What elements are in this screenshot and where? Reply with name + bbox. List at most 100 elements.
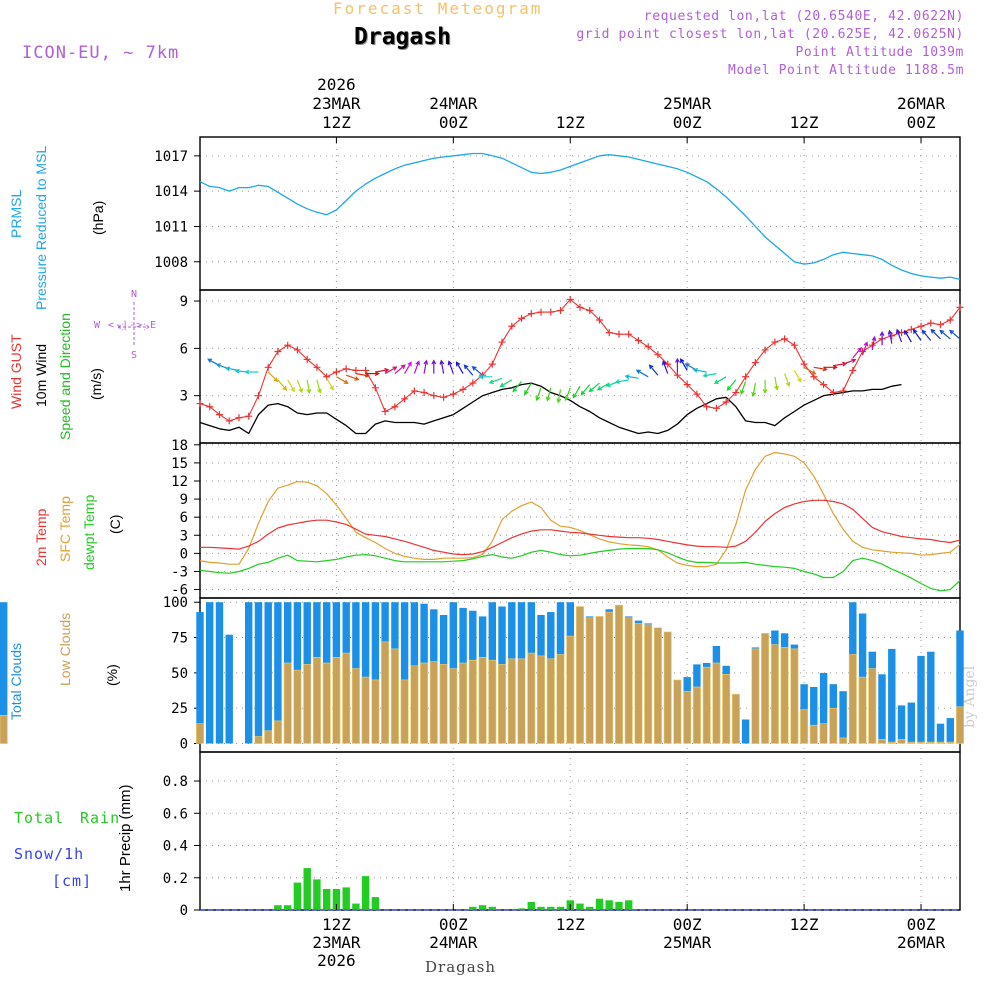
wind-direction-arrow: [423, 359, 429, 374]
wind-direction-arrow: [488, 377, 503, 384]
gust-marker: [371, 384, 379, 392]
low-cloud-bar: [488, 659, 497, 744]
total-cloud-bar: [956, 630, 964, 744]
wind-direction-arrow: [524, 382, 532, 396]
temp2m-line: [200, 499, 961, 556]
low-cloud-bar: [371, 679, 380, 744]
low-cloud-bar: [800, 709, 809, 744]
gust-marker: [937, 321, 945, 329]
temp-ytick-label-2: 0: [180, 546, 188, 562]
wind-direction-arrow: [614, 379, 629, 384]
gust-marker: [518, 314, 526, 322]
low-cloud-bar: [868, 668, 877, 744]
low-cloud-bar: [497, 664, 506, 744]
gust-marker: [790, 341, 798, 349]
wind-direction-arrow: [439, 359, 445, 374]
dewpt-line: [199, 547, 961, 592]
wind-direction-arrow: [564, 387, 571, 402]
wind-direction-arrow: [879, 330, 885, 346]
low-cloud-bar: [410, 665, 419, 744]
gust-marker: [644, 343, 652, 351]
low-cloud-bar: [312, 656, 321, 744]
gust-marker: [206, 403, 214, 411]
total-cloud-bar: [810, 687, 818, 744]
wind-direction-arrow: [740, 381, 747, 395]
wind-direction-arrow: [306, 379, 312, 394]
low-cloud-bar: [770, 644, 779, 744]
low-cloud-bar: [683, 690, 692, 744]
bottom-time-label-4-0: 12Z: [790, 915, 819, 934]
compass-north: N: [131, 289, 138, 300]
bottom-time-label-0-0: 12Z: [322, 915, 351, 934]
top-time-label-3-1: 25MAR: [663, 94, 712, 113]
wind-direction-arrow: [784, 373, 791, 387]
wind-direction-arrow: [862, 341, 869, 355]
wind-direction-arrow: [939, 329, 951, 340]
low-cloud-bar: [293, 669, 302, 744]
gust-marker: [225, 417, 233, 425]
rain-bar: [547, 906, 555, 910]
wind-speed-line: [199, 382, 902, 435]
rain-bar: [342, 887, 350, 910]
wind-direction-arrow: [478, 374, 493, 380]
low-cloud-bar: [303, 664, 312, 744]
clouds-ytick-label-4: 100: [163, 595, 188, 611]
total-cloud-bar: [196, 612, 204, 744]
gust-marker: [430, 392, 438, 400]
wind-gust-line: [199, 298, 961, 422]
gust-marker: [381, 407, 389, 415]
low-cloud-bar: [614, 604, 623, 744]
low-cloud-bar: [322, 662, 331, 744]
bottom-time-label-3-0: 00Z: [673, 915, 702, 934]
gust-marker: [245, 412, 253, 420]
rain-bar: [284, 905, 292, 910]
wind-direction-arrow: [471, 365, 483, 376]
gust-marker: [898, 329, 906, 337]
wind-ytick-label-1: 6: [180, 341, 188, 357]
wind-direction-arrow: [588, 382, 600, 393]
gust-marker: [917, 322, 925, 330]
rain-bar: [371, 897, 380, 910]
gust-marker: [712, 404, 720, 412]
wind-direction-arrow: [404, 361, 412, 374]
gust-marker: [527, 310, 535, 318]
wind-direction-arrow: [375, 367, 390, 373]
wind-direction-arrow: [345, 374, 360, 381]
gust-marker: [839, 387, 847, 395]
bottom-time-label-1-1: 24MAR: [429, 933, 478, 952]
wind-direction-arrow: [535, 387, 542, 402]
bottom-time-label-5-1: 26MAR: [897, 933, 946, 952]
gust-marker: [810, 373, 818, 381]
low-cloud-bar: [644, 624, 653, 744]
bottom-time-label-0-1: 23MAR: [312, 933, 361, 952]
low-cloud-bar: [790, 648, 799, 744]
requested-coords: requested lon,lat (20.6540E, 42.0622N): [643, 9, 964, 24]
low-cloud-bar: [653, 627, 662, 744]
total-cloud-bar: [897, 705, 906, 744]
gust-marker: [605, 329, 613, 337]
compass-south: S: [131, 350, 138, 361]
gust-marker: [742, 373, 750, 381]
low-cloud-bar: [936, 741, 945, 744]
total-cloud-bar: [0, 602, 8, 744]
meteogram-subtitle: Forecast Meteogram: [333, 0, 543, 18]
gust-marker: [722, 398, 730, 406]
pressure-ytick-label-2: 1014: [154, 184, 188, 200]
low-cloud-bar: [0, 714, 8, 744]
rain-bar: [537, 906, 545, 910]
low-cloud-bar: [829, 707, 838, 744]
gust-marker: [595, 316, 603, 324]
bottom-time-label-3-1: 25MAR: [663, 933, 712, 952]
low-cloud-bar: [946, 741, 955, 744]
bottom-time-label-0-2: 2026: [317, 951, 356, 970]
total-cloud-bar: [400, 602, 409, 744]
gust-marker: [673, 371, 681, 379]
gust-marker: [303, 355, 311, 363]
rain-bar: [469, 906, 477, 910]
gridpoint-coords: grid point closest lon,lat (20.625E, 42.…: [576, 27, 964, 42]
low-cloud-bar: [663, 631, 672, 744]
temp-ytick-label-6: 12: [171, 474, 188, 490]
total-rain-label: Total: [14, 809, 65, 827]
gust-marker: [849, 366, 857, 374]
low-cloud-bar: [926, 741, 935, 744]
